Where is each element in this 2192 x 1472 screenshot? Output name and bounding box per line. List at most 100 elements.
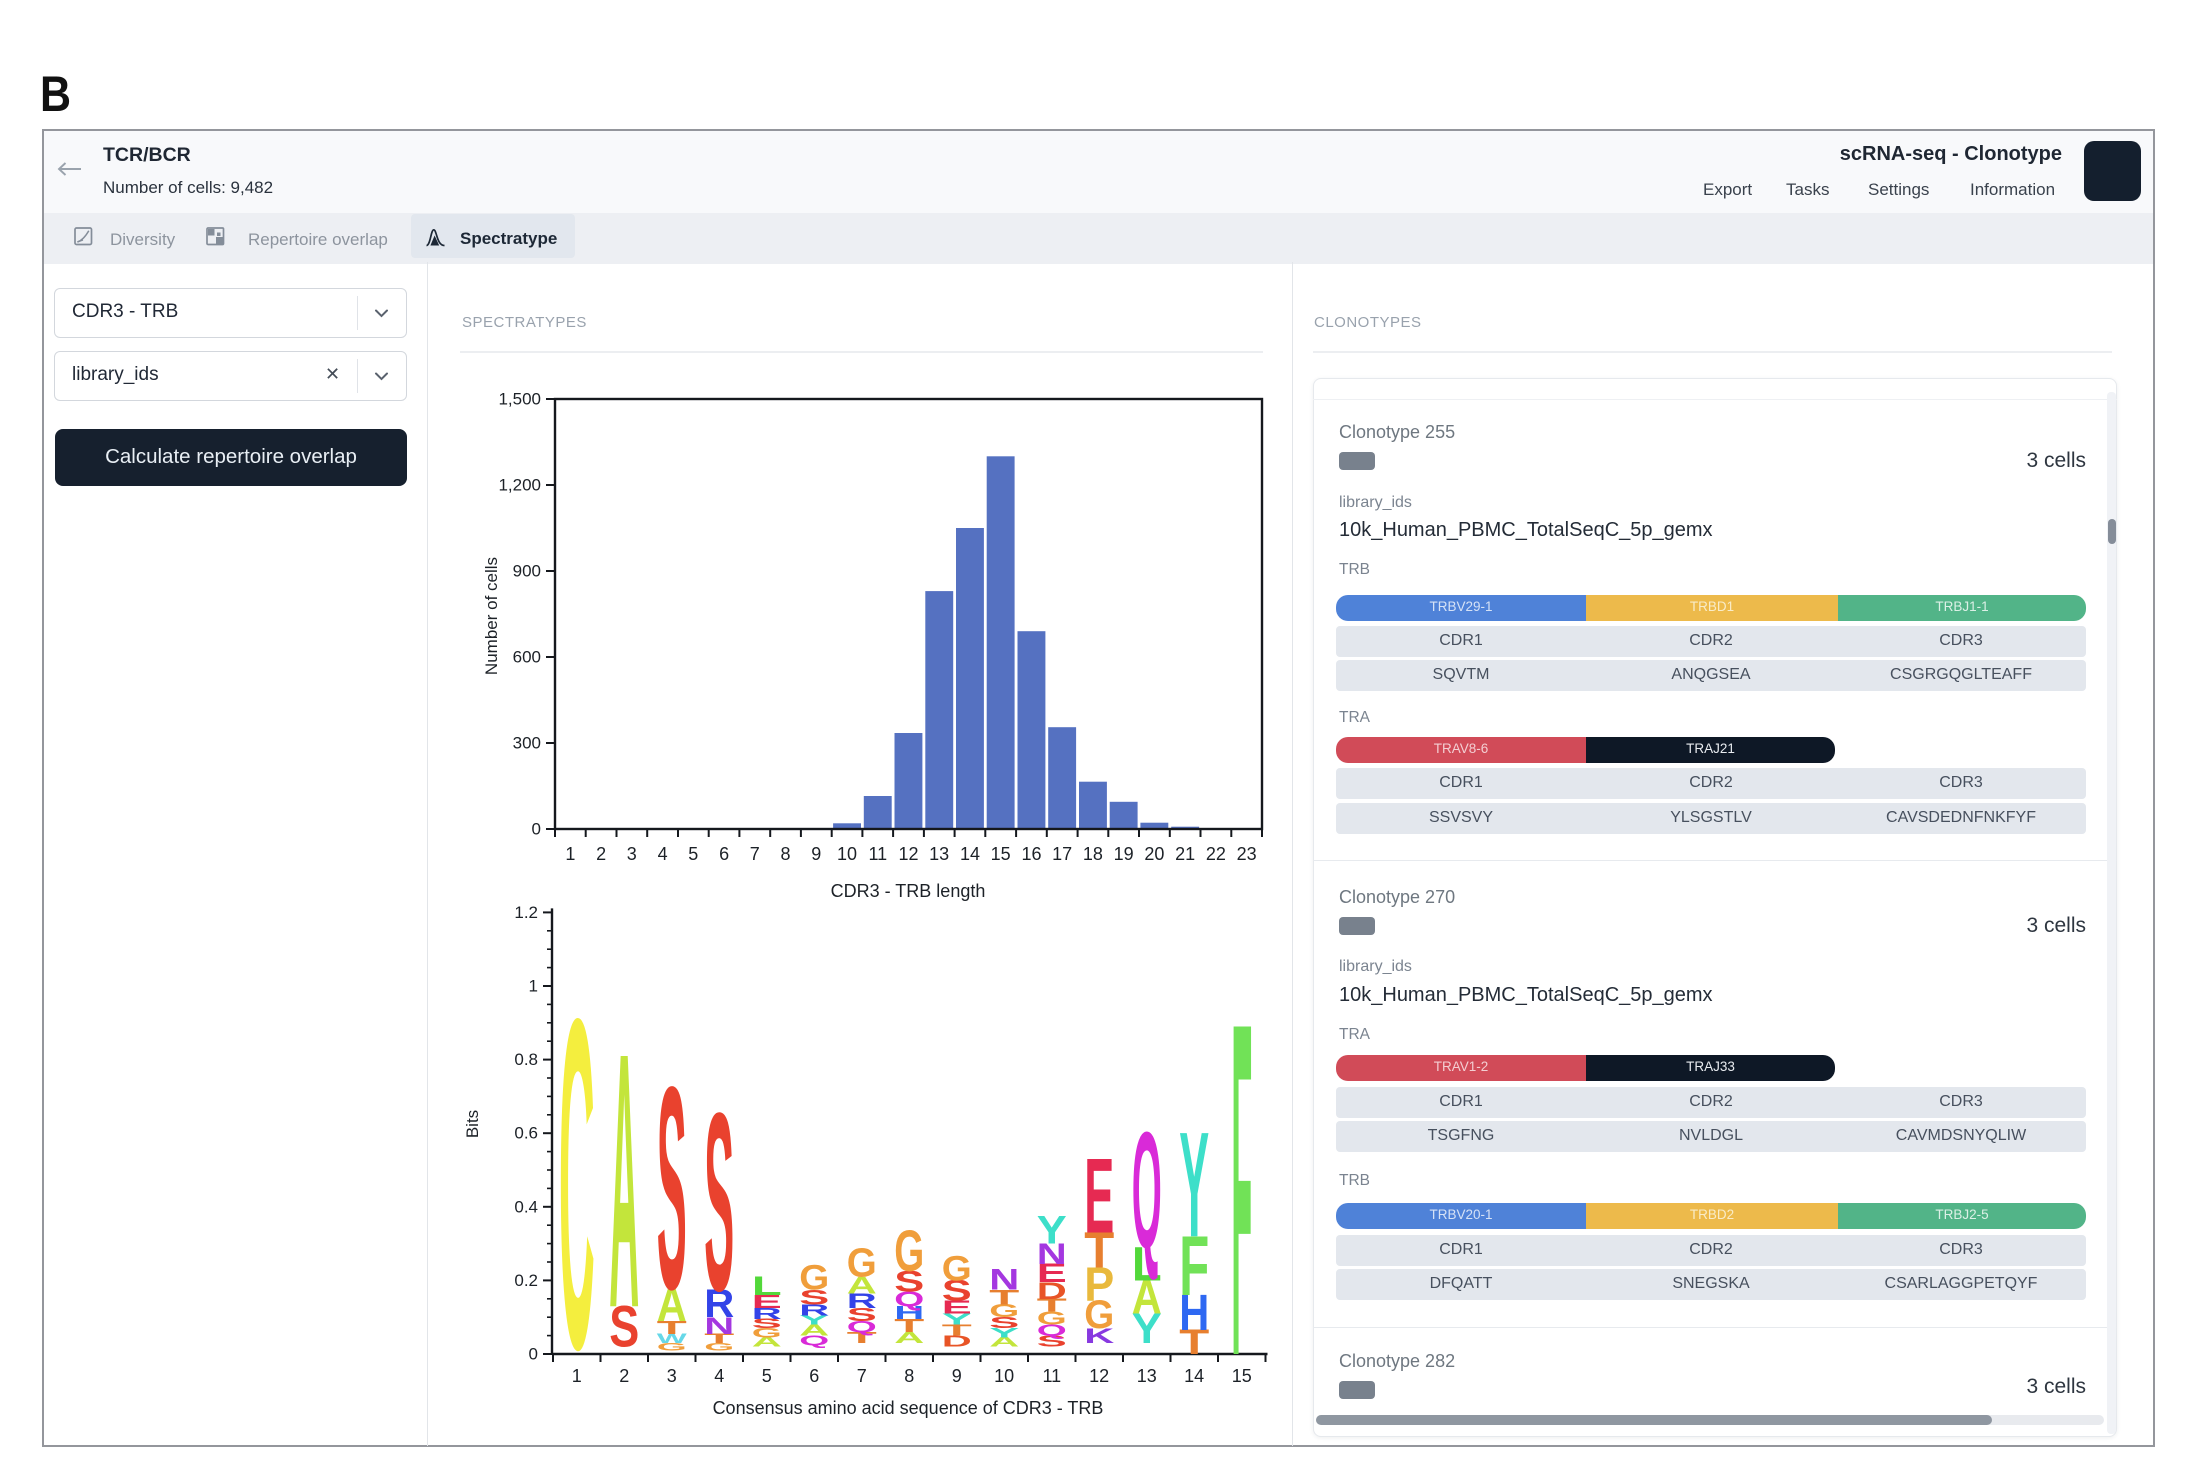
svg-text:S: S [847, 1304, 877, 1325]
svg-text:A: A [609, 978, 639, 1384]
svg-text:T: T [894, 1315, 924, 1336]
svg-text:G: G [1084, 1292, 1114, 1337]
svg-text:D: D [1037, 1277, 1067, 1304]
svg-text:S: S [609, 1294, 639, 1359]
svg-text:G: G [752, 1325, 782, 1340]
svg-text:R: R [799, 1301, 829, 1319]
svg-text:0: 0 [529, 1345, 538, 1364]
svg-text:W: W [657, 1331, 687, 1346]
svg-text:G: G [894, 1219, 924, 1284]
svg-text:N: N [704, 1312, 734, 1339]
svg-text:Y: Y [989, 1325, 1019, 1340]
svg-text:12: 12 [1089, 1366, 1109, 1386]
svg-text:T: T [942, 1321, 972, 1339]
svg-text:C: C [559, 922, 595, 1446]
svg-text:Y: Y [1132, 1305, 1162, 1353]
svg-text:G: G [847, 1240, 877, 1286]
svg-text:H: H [1179, 1284, 1209, 1341]
svg-text:Consensus amino acid sequence: Consensus amino acid sequence of CDR3 - … [713, 1398, 1104, 1418]
svg-text:E: E [752, 1291, 782, 1312]
svg-text:900: 900 [513, 562, 541, 581]
svg-text:7: 7 [750, 844, 760, 864]
svg-text:E: E [1037, 1258, 1067, 1288]
svg-text:5: 5 [688, 844, 698, 864]
svg-text:12: 12 [898, 844, 918, 864]
svg-text:T: T [1037, 1295, 1067, 1316]
svg-text:T: T [989, 1285, 1019, 1309]
svg-text:A: A [799, 1321, 829, 1339]
svg-text:R: R [847, 1289, 877, 1313]
svg-text:D: D [942, 1332, 972, 1350]
svg-text:23: 23 [1237, 844, 1257, 864]
svg-text:G: G [657, 1341, 687, 1353]
svg-text:T: T [657, 1317, 687, 1338]
svg-text:0.8: 0.8 [514, 1050, 538, 1069]
svg-text:1: 1 [565, 844, 575, 864]
svg-text:R: R [752, 1305, 782, 1323]
svg-text:1.2: 1.2 [514, 903, 538, 922]
svg-text:Y: Y [1179, 1101, 1209, 1268]
svg-text:S: S [752, 1316, 782, 1331]
svg-text:14: 14 [960, 844, 980, 864]
svg-text:11: 11 [868, 844, 887, 864]
svg-text:3: 3 [667, 1366, 677, 1386]
svg-text:G: G [799, 1258, 829, 1297]
svg-text:0: 0 [532, 820, 541, 839]
svg-text:13: 13 [929, 844, 949, 864]
svg-text:T: T [1179, 1322, 1209, 1361]
svg-text:S: S [894, 1265, 924, 1298]
svg-text:10: 10 [994, 1366, 1014, 1386]
svg-text:Bits: Bits [463, 1110, 482, 1138]
svg-text:S: S [657, 1026, 687, 1349]
svg-text:1: 1 [529, 977, 538, 996]
svg-text:G: G [989, 1301, 1019, 1322]
svg-text:CDR3 - TRB length: CDR3 - TRB length [831, 881, 986, 901]
svg-text:16: 16 [1021, 844, 1041, 864]
svg-text:0.6: 0.6 [514, 1124, 538, 1143]
svg-text:Q: Q [894, 1287, 924, 1311]
svg-text:T: T [847, 1329, 877, 1347]
svg-text:15: 15 [1232, 1366, 1252, 1386]
svg-text:F: F [1179, 1218, 1209, 1314]
svg-text:600: 600 [513, 648, 541, 667]
svg-text:H: H [894, 1302, 924, 1323]
svg-text:A: A [894, 1329, 924, 1347]
svg-text:Q: Q [1037, 1321, 1067, 1339]
svg-text:10: 10 [837, 844, 857, 864]
svg-text:L: L [1132, 1237, 1162, 1291]
svg-text:S: S [1037, 1332, 1067, 1350]
svg-text:S: S [989, 1314, 1019, 1332]
svg-text:N: N [1037, 1237, 1067, 1270]
svg-text:6: 6 [809, 1366, 819, 1386]
svg-text:Q: Q [847, 1318, 877, 1336]
svg-text:14: 14 [1184, 1366, 1204, 1386]
svg-text:21: 21 [1175, 844, 1195, 864]
svg-text:19: 19 [1114, 844, 1134, 864]
svg-text:S: S [704, 1059, 734, 1343]
svg-text:22: 22 [1206, 844, 1226, 864]
svg-text:18: 18 [1083, 844, 1103, 864]
svg-text:Number of cells: Number of cells [482, 557, 501, 675]
svg-text:2: 2 [596, 844, 606, 864]
svg-text:L: L [752, 1271, 782, 1301]
svg-text:T: T [1084, 1221, 1114, 1278]
svg-text:A: A [1132, 1270, 1162, 1324]
svg-text:A: A [752, 1335, 782, 1350]
svg-text:17: 17 [1052, 844, 1072, 864]
svg-text:Q: Q [799, 1333, 829, 1348]
svg-text:Q: Q [1132, 1098, 1162, 1283]
svg-text:1: 1 [572, 1366, 582, 1386]
svg-text:E: E [942, 1297, 972, 1318]
svg-text:20: 20 [1144, 844, 1164, 864]
svg-text:0.2: 0.2 [514, 1271, 538, 1290]
svg-text:K: K [1084, 1324, 1114, 1348]
svg-text:S: S [799, 1285, 829, 1309]
svg-text:5: 5 [762, 1366, 772, 1386]
svg-text:G: G [1037, 1308, 1067, 1329]
svg-text:7: 7 [857, 1366, 867, 1386]
svg-text:9: 9 [811, 844, 821, 864]
svg-text:6: 6 [719, 844, 729, 864]
svg-text:11: 11 [1042, 1366, 1061, 1386]
svg-text:N: N [989, 1263, 1019, 1296]
svg-text:Y: Y [942, 1310, 972, 1328]
